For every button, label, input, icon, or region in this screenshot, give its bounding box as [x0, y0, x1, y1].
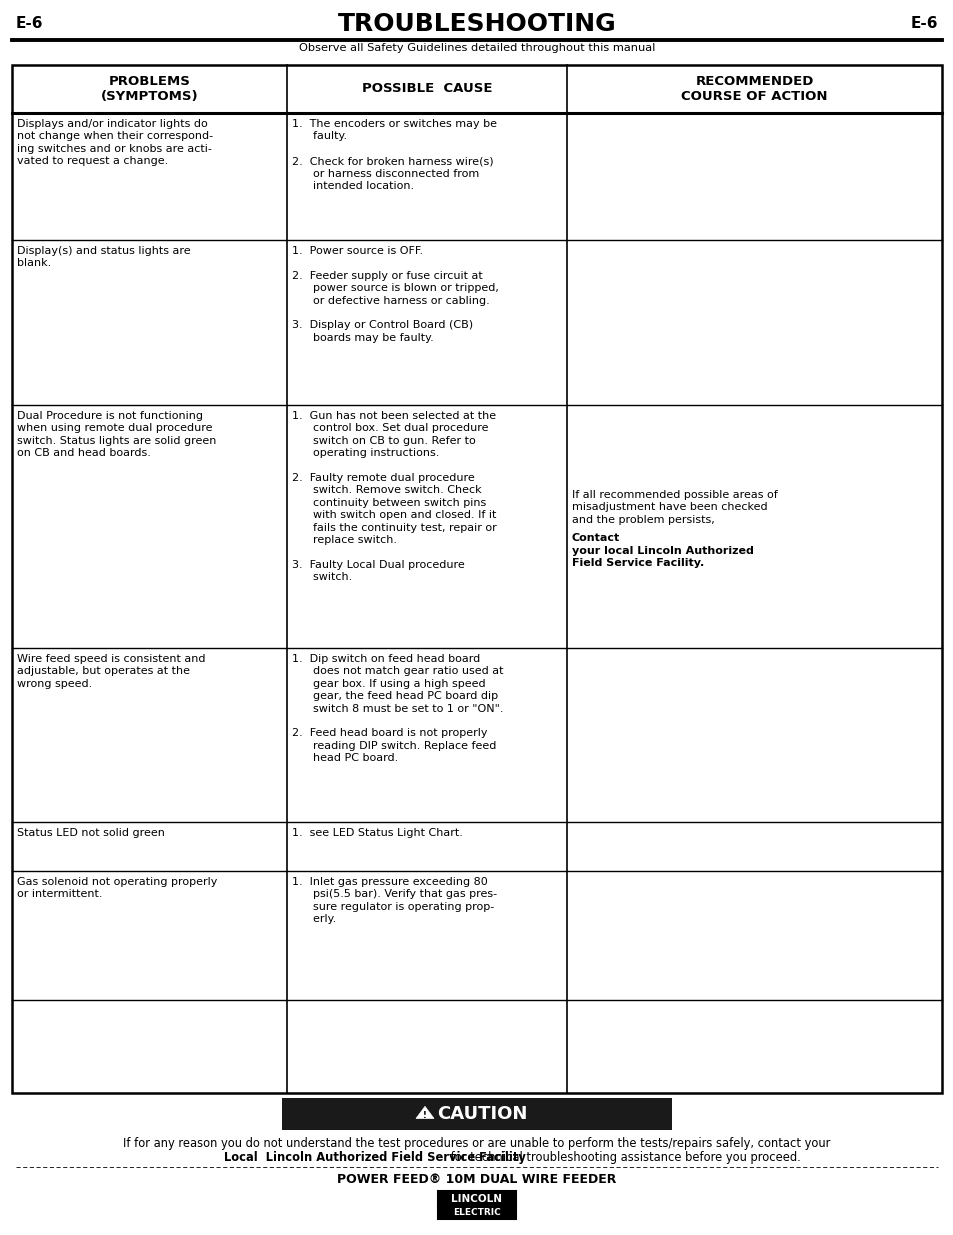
Text: E-6: E-6 — [909, 16, 937, 31]
Bar — [282, 1098, 671, 1130]
Text: 1.  Power source is OFF.

2.  Feeder supply or fuse circuit at
      power sourc: 1. Power source is OFF. 2. Feeder supply… — [292, 246, 498, 343]
Text: If all recommended possible areas of
misadjustment have been checked
and the pro: If all recommended possible areas of mis… — [572, 490, 777, 525]
Text: Dual Procedure is not functioning
when using remote dual procedure
switch. Statu: Dual Procedure is not functioning when u… — [17, 411, 216, 458]
Bar — [437, 1207, 516, 1219]
Text: 1.  Inlet gas pressure exceeding 80
      psi(5.5 bar). Verify that gas pres-
  : 1. Inlet gas pressure exceeding 80 psi(5… — [292, 877, 497, 924]
Text: TROUBLESHOOTING: TROUBLESHOOTING — [337, 12, 616, 36]
Text: 1.  Gun has not been selected at the
      control box. Set dual procedure
     : 1. Gun has not been selected at the cont… — [292, 411, 497, 582]
Text: If for any reason you do not understand the test procedures or are unable to per: If for any reason you do not understand … — [123, 1137, 830, 1150]
Bar — [12, 65, 941, 1093]
Text: Local  Lincoln Authorized Field Service Facility: Local Lincoln Authorized Field Service F… — [223, 1151, 525, 1165]
Text: Displays and/or indicator lights do
not change when their correspond-
ing switch: Displays and/or indicator lights do not … — [17, 119, 213, 167]
Text: LINCOLN: LINCOLN — [451, 1193, 502, 1203]
Text: Gas solenoid not operating properly
or intermittent.: Gas solenoid not operating properly or i… — [17, 877, 217, 899]
Text: PROBLEMS
(SYMPTOMS): PROBLEMS (SYMPTOMS) — [101, 75, 198, 103]
Text: 1.  see LED Status Light Chart.: 1. see LED Status Light Chart. — [292, 827, 462, 839]
Text: ELECTRIC: ELECTRIC — [453, 1208, 500, 1216]
Text: E-6: E-6 — [16, 16, 44, 31]
Bar — [437, 1191, 516, 1207]
Text: Contact
your local Lincoln Authorized
Field Service Facility.: Contact your local Lincoln Authorized Fi… — [572, 534, 753, 568]
Text: for technical troubleshooting assistance before you proceed.: for technical troubleshooting assistance… — [446, 1151, 800, 1165]
Text: Observe all Safety Guidelines detailed throughout this manual: Observe all Safety Guidelines detailed t… — [298, 43, 655, 53]
Text: POSSIBLE  CAUSE: POSSIBLE CAUSE — [361, 83, 492, 95]
Text: Display(s) and status lights are
blank.: Display(s) and status lights are blank. — [17, 246, 191, 268]
Polygon shape — [416, 1107, 434, 1119]
Text: 1.  Dip switch on feed head board
      does not match gear ratio used at
      : 1. Dip switch on feed head board does no… — [292, 655, 503, 763]
Text: RECOMMENDED
COURSE OF ACTION: RECOMMENDED COURSE OF ACTION — [680, 75, 827, 103]
Text: POWER FEED® 10M DUAL WIRE FEEDER: POWER FEED® 10M DUAL WIRE FEEDER — [337, 1173, 616, 1186]
Text: 1.  The encoders or switches may be
      faulty.

2.  Check for broken harness : 1. The encoders or switches may be fault… — [292, 119, 497, 191]
Text: CAUTION: CAUTION — [436, 1105, 527, 1123]
Text: Wire feed speed is consistent and
adjustable, but operates at the
wrong speed.: Wire feed speed is consistent and adjust… — [17, 655, 205, 689]
Text: !: ! — [422, 1110, 427, 1119]
Text: Status LED not solid green: Status LED not solid green — [17, 827, 165, 839]
